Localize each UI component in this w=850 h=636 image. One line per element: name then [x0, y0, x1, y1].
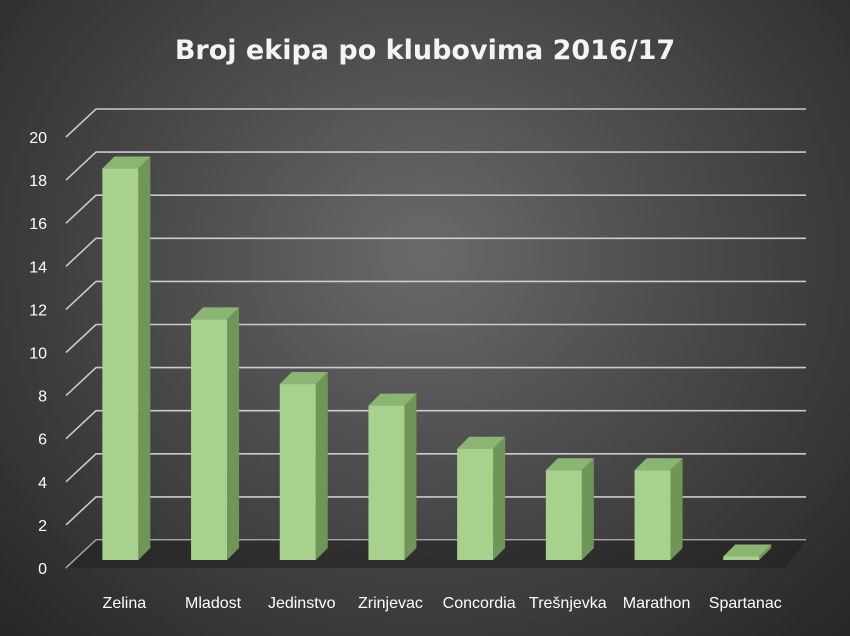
bar-side — [493, 436, 506, 560]
x-category-label: Trešnjevka — [529, 595, 607, 612]
gridline — [65, 453, 806, 483]
bar-zrinjevac — [368, 393, 417, 560]
bar-side — [581, 458, 594, 560]
bar-top — [723, 544, 772, 557]
x-axis-categories: Zelina Mladost Jedinstvo Zrinjevac Concordia… — [103, 595, 782, 612]
bars — [102, 156, 772, 561]
bar-front — [191, 319, 228, 560]
x-category-label: Zrinjevac — [358, 595, 423, 612]
gridline — [65, 280, 806, 310]
y-tick-label: 18 — [29, 173, 47, 190]
chart-floor — [66, 540, 806, 568]
bar-mladost — [191, 307, 240, 560]
y-tick-label: 14 — [29, 259, 47, 276]
bar-trešnjevka — [545, 458, 594, 560]
bar-side — [404, 393, 417, 560]
bar-front — [634, 470, 671, 560]
bar-top — [634, 458, 683, 471]
y-tick-label: 10 — [29, 346, 47, 363]
bar-front — [545, 470, 582, 560]
y-axis-ticks: 0 2 4 6 8 10 12 14 16 18 20 — [29, 130, 47, 578]
bar-concordia — [457, 436, 506, 560]
x-category-label: Zelina — [103, 595, 147, 612]
bar-side — [670, 458, 683, 560]
gridline — [65, 194, 806, 224]
bar-top — [457, 436, 506, 449]
y-tick-label: 20 — [29, 130, 47, 147]
chart-title: Broj ekipa po klubovima 2016/17 — [175, 35, 675, 66]
y-tick-label: 0 — [38, 561, 47, 578]
gridline — [65, 323, 806, 354]
gridline — [65, 108, 806, 138]
bar-front — [279, 384, 316, 560]
bar-marathon — [634, 458, 683, 560]
y-tick-label: 8 — [38, 389, 47, 406]
bar-top — [545, 458, 594, 471]
bar-top — [279, 372, 328, 385]
gridline — [65, 151, 806, 181]
bar-zelina — [102, 156, 151, 561]
x-category-label: Mladost — [185, 595, 242, 612]
bar-front — [457, 448, 494, 560]
bar-spartanac — [723, 544, 772, 560]
y-tick-label: 12 — [29, 302, 47, 319]
bar-side — [138, 156, 151, 561]
bar-front — [723, 556, 760, 560]
bar-jedinstvo — [279, 372, 328, 560]
gridline — [65, 496, 806, 526]
x-category-label: Marathon — [623, 595, 691, 612]
bar-side — [759, 544, 772, 560]
y-tick-label: 4 — [38, 475, 47, 492]
bar-top — [191, 307, 240, 320]
y-tick-label: 16 — [29, 216, 47, 233]
x-category-label: Jedinstvo — [268, 595, 336, 612]
x-category-label: Concordia — [443, 595, 516, 612]
y-tick-label: 2 — [38, 518, 47, 535]
gridline — [65, 409, 806, 440]
bar-front — [102, 168, 139, 561]
bar-top — [102, 156, 151, 169]
gridline — [65, 237, 806, 267]
gridline — [65, 366, 806, 397]
y-tick-label: 6 — [38, 432, 47, 449]
bar-front — [368, 405, 405, 560]
gridlines — [65, 108, 806, 569]
bar-side — [315, 372, 328, 560]
bar-side — [227, 307, 240, 560]
x-category-label: Spartanac — [709, 595, 782, 612]
bar-top — [368, 393, 417, 406]
